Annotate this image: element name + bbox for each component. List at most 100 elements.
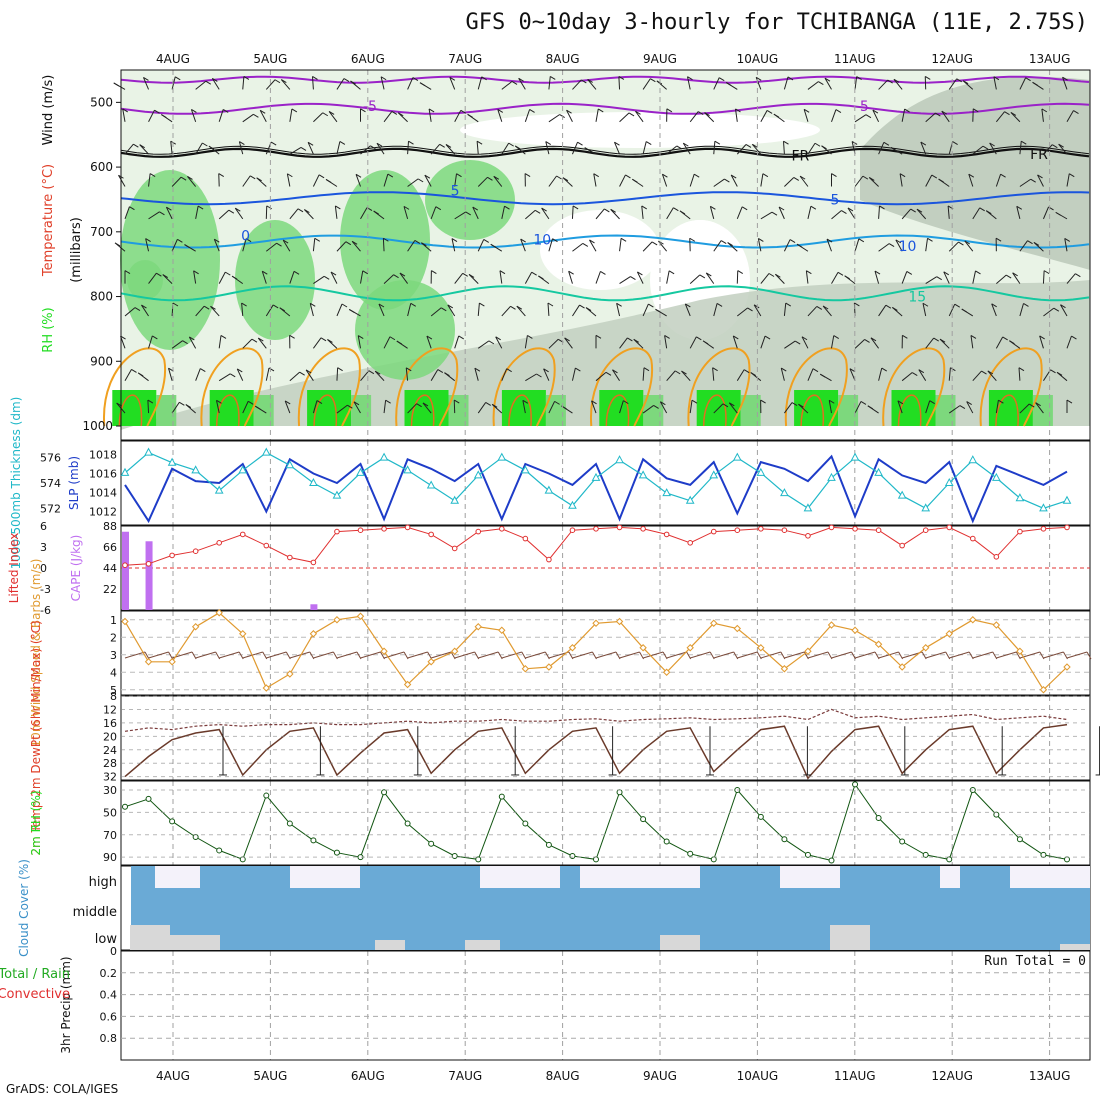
top-date-label: 8AUG [546,52,580,66]
wind-barb [376,142,385,155]
wind-barb [689,274,701,284]
surface-wind-barb-flag [615,651,621,660]
wind-barb-flag [383,237,389,242]
slp-line [124,454,1068,524]
panel-frame [120,695,1091,781]
pressure-tick-label: 800 [90,290,113,304]
wind-barb-flag [760,399,766,404]
wind-barb-flag [397,112,404,117]
li-tick-label: 3 [40,541,47,554]
rh-surface-cell [156,395,177,426]
contour-label: -5 [855,99,869,115]
bottom-date-label: 13AUG [1029,1069,1071,1083]
rh-marker [545,841,552,848]
wind-barb-flag [899,173,906,178]
wind-barb-flag [274,79,281,84]
wind-barb-flag [550,76,556,80]
wind-barb-flag [161,114,167,118]
wind-barb [1064,238,1068,252]
wind-barb [566,109,573,123]
wind-barb [874,270,880,284]
wind-barb [124,369,132,381]
wind-barb [234,207,244,220]
wind-barb [289,371,300,382]
wind-barb-flag [961,308,968,313]
wind-barb-flag [1035,402,1041,407]
wind-barb-flag [396,340,403,345]
wind-speed-marker [121,617,129,626]
temp-contour-25 [215,394,240,427]
thickness-marker [261,447,271,456]
wind-barb [265,304,274,317]
wind-barb [313,275,325,285]
wind-barb [805,270,809,284]
wind-barb-flag [673,207,679,212]
wind-barb-flag [924,75,931,80]
wind-barb-flag [655,308,661,313]
wind-barb [854,114,867,123]
wind-barb-flag [720,240,727,245]
rh-surface-cell [545,395,566,426]
wind-barb-flag [696,336,702,341]
wind-barb-flag [625,174,631,179]
wind-barb-flag [373,210,379,215]
wind-barb [901,208,912,220]
wind-barb-flag [685,303,691,308]
wind-barb-flag [476,140,483,145]
temp-contour-20 [784,347,848,427]
wind-barb [168,368,173,381]
wind-barb-flag [755,76,762,81]
wind-barb-flag [771,211,778,216]
wind-barb [307,142,314,155]
thickness-marker [356,467,365,476]
wind-barb [477,239,485,252]
wind-barb [619,276,631,285]
wind-barb-flag [114,242,121,247]
wind-barb [312,337,322,349]
wind-barb [1019,403,1030,414]
wind-barb-flag [309,302,316,307]
thickness-marker [638,470,648,479]
wind-barb-flag [831,173,837,177]
wind-barb [666,145,678,155]
wind-barb [589,239,597,252]
wind-barb-flag [422,402,429,407]
wind-barb-flag [156,272,162,277]
wind-barb-flag [887,79,893,84]
wind-barb-flag [985,210,992,215]
lifted-index-marker [922,527,929,534]
wind-barb [424,174,432,187]
wind-barb-flag [598,108,604,113]
cape-tick-label: 44 [103,562,117,575]
wind-barb [468,274,479,284]
wind-barb-flag [193,270,199,275]
rh-marker [569,853,576,860]
wind-barb [826,238,832,252]
cloud-low [130,925,170,950]
wind-barb-flag [562,177,569,182]
rh-dry-patch [540,210,660,290]
wind-barb [407,403,417,414]
wind-barb-flag [726,82,732,86]
wind-barb [972,270,976,284]
cape-tick-label: 66 [103,541,117,554]
wind-barb-flag [796,243,803,248]
thickness-marker [144,447,153,456]
wind-barb [897,400,903,414]
lifted-index-marker [145,561,152,567]
wind-barb [870,337,880,349]
wind-barb-flag [536,373,542,378]
wind-barb-flag [858,238,865,243]
wind-barb-flag [916,208,923,213]
wind-barb-flag [1010,112,1017,116]
thickness-marker [285,460,295,469]
thickness-marker [685,495,695,504]
wind-barb-flag [874,270,881,275]
wind-barb-flag [679,210,686,215]
wind-barb [783,239,791,252]
wind-barb [193,270,197,284]
wind-barb-flag [766,109,773,114]
wind-tick-label: 2 [110,631,117,644]
wind-barb [666,270,670,284]
wind-barb-flag [518,77,524,82]
